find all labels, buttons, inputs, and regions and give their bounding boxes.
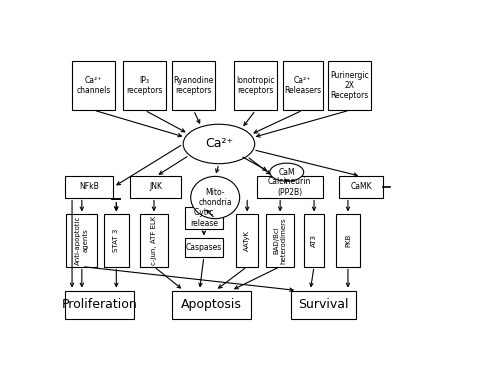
Ellipse shape — [191, 176, 240, 219]
Ellipse shape — [270, 163, 304, 181]
Text: c-jun, ATF ELK: c-jun, ATF ELK — [151, 216, 157, 265]
Text: Cyt c
release: Cyt c release — [190, 208, 218, 228]
Text: Ryanodine
receptors: Ryanodine receptors — [174, 76, 214, 95]
Bar — [304, 214, 325, 266]
Bar — [65, 176, 114, 198]
Text: STAT 3: STAT 3 — [113, 229, 119, 252]
Text: Proliferation: Proliferation — [62, 298, 137, 311]
Bar — [234, 61, 278, 110]
Ellipse shape — [183, 124, 255, 164]
Bar — [283, 61, 323, 110]
Bar — [336, 214, 360, 266]
Text: PKB: PKB — [345, 234, 351, 247]
Bar — [328, 61, 371, 110]
Bar — [172, 291, 251, 319]
Text: Mito-
chondria: Mito- chondria — [198, 188, 232, 207]
Bar — [339, 176, 383, 198]
Text: NFkB: NFkB — [79, 182, 99, 191]
Text: BAD/Bcl
heterodimers: BAD/Bcl heterodimers — [274, 217, 287, 264]
Bar — [72, 61, 115, 110]
Bar — [266, 214, 294, 266]
Text: AT3: AT3 — [311, 234, 317, 247]
Bar — [65, 291, 134, 319]
Text: JNK: JNK — [149, 182, 162, 191]
Bar — [130, 176, 181, 198]
Bar — [104, 214, 128, 266]
Bar — [67, 214, 97, 266]
Text: Anti-apoptotic
agents: Anti-apoptotic agents — [75, 216, 88, 265]
Text: Ca²⁺
Releasers: Ca²⁺ Releasers — [284, 76, 321, 95]
Bar — [257, 176, 323, 198]
Text: IP₃
receptors: IP₃ receptors — [126, 76, 163, 95]
Bar — [123, 61, 166, 110]
Bar — [172, 61, 215, 110]
Text: Ionotropic
receptors: Ionotropic receptors — [236, 76, 275, 95]
Text: Purinergic
2X
Receptors: Purinergic 2X Receptors — [330, 71, 369, 100]
Bar — [185, 238, 223, 257]
Text: Calcineurin
(PP2B): Calcineurin (PP2B) — [268, 177, 311, 197]
Bar — [291, 291, 356, 319]
Text: Survival: Survival — [298, 298, 349, 311]
Text: Apoptosis: Apoptosis — [181, 298, 242, 311]
Text: CaMK: CaMK — [350, 182, 372, 191]
Bar — [185, 208, 223, 228]
Text: Caspases: Caspases — [186, 243, 222, 252]
Text: AATyK: AATyK — [244, 230, 250, 251]
Text: Ca²⁺
channels: Ca²⁺ channels — [76, 76, 111, 95]
Text: Ca²⁺: Ca²⁺ — [205, 138, 233, 150]
Bar — [236, 214, 259, 266]
Bar — [140, 214, 168, 266]
Text: CaM: CaM — [278, 168, 295, 177]
